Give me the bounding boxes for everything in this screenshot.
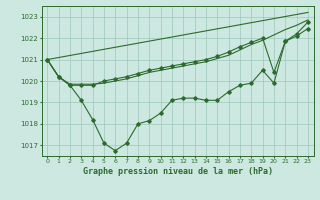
X-axis label: Graphe pression niveau de la mer (hPa): Graphe pression niveau de la mer (hPa) [83,167,273,176]
